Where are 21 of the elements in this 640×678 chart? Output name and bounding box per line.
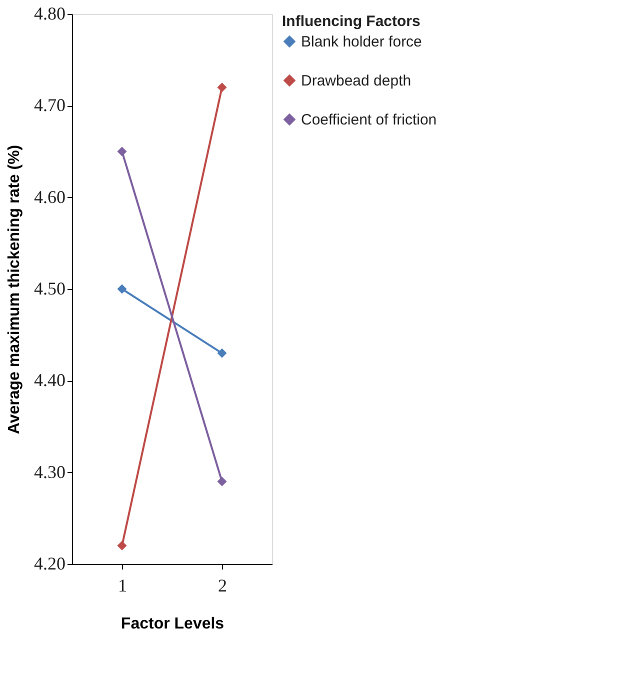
legend-label: Coefficient of friction	[301, 112, 437, 128]
point	[117, 146, 127, 156]
legend-label: Blank holder force	[301, 34, 422, 50]
y-axis-title: Average maximum thickening rate (%)	[6, 144, 23, 434]
point	[117, 540, 127, 550]
point	[217, 348, 227, 358]
x-axis-title: Factor Levels	[120, 616, 224, 632]
legend-label: Drawbead depth	[301, 72, 412, 90]
x-tick-label: 1	[118, 576, 127, 596]
y-tick-label: 4.60	[34, 186, 66, 207]
y-tick-label: 4.80	[34, 4, 66, 24]
y-tick-label: 4.50	[34, 278, 66, 298]
point	[217, 82, 227, 92]
legend-title: Influencing Factors	[282, 13, 420, 30]
point	[117, 284, 127, 294]
y-tick-label: 4.70	[34, 95, 66, 116]
y-tick-label: 4.20	[34, 554, 66, 574]
x-tick-label: 2	[218, 576, 227, 596]
y-tick-label: 4.30	[34, 462, 66, 482]
y-tick-label: 4.40	[34, 370, 66, 390]
point	[217, 476, 227, 486]
